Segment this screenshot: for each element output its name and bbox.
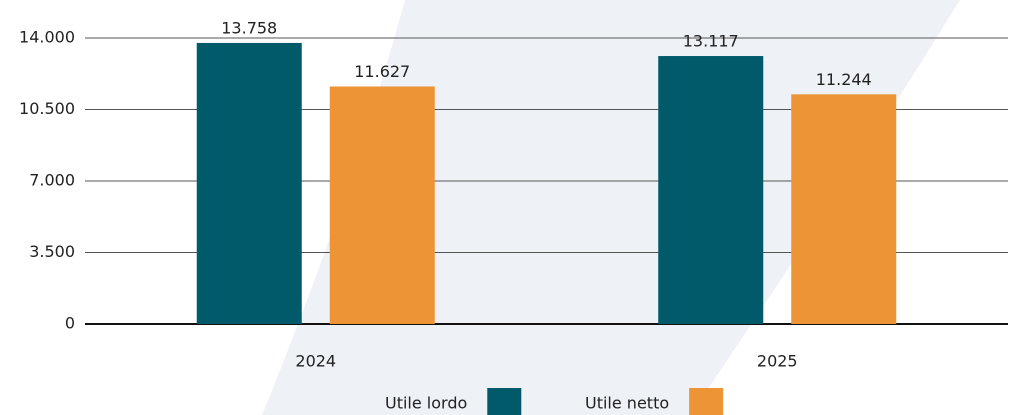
legend-label: Utile netto <box>585 394 669 413</box>
y-tick-label: 0 <box>65 314 75 333</box>
y-tick-label: 14.000 <box>19 28 75 47</box>
value-label: 13.758 <box>221 18 277 37</box>
bar <box>329 86 435 325</box>
y-tick-label: 10.500 <box>19 99 75 118</box>
legend-label: Utile lordo <box>385 394 467 413</box>
x-tick-label: 2024 <box>295 352 336 371</box>
bar <box>658 56 764 325</box>
value-label: 13.117 <box>683 32 739 51</box>
x-tick-label: 2025 <box>757 352 798 371</box>
bar <box>791 94 897 324</box>
legend-swatch <box>487 388 522 415</box>
value-label: 11.627 <box>354 62 410 81</box>
y-tick-label: 7.000 <box>29 171 75 190</box>
bar <box>196 42 302 324</box>
background-band <box>262 0 960 415</box>
y-tick-label: 3.500 <box>29 242 75 261</box>
legend-swatch <box>689 388 724 415</box>
value-label: 11.244 <box>816 70 872 89</box>
